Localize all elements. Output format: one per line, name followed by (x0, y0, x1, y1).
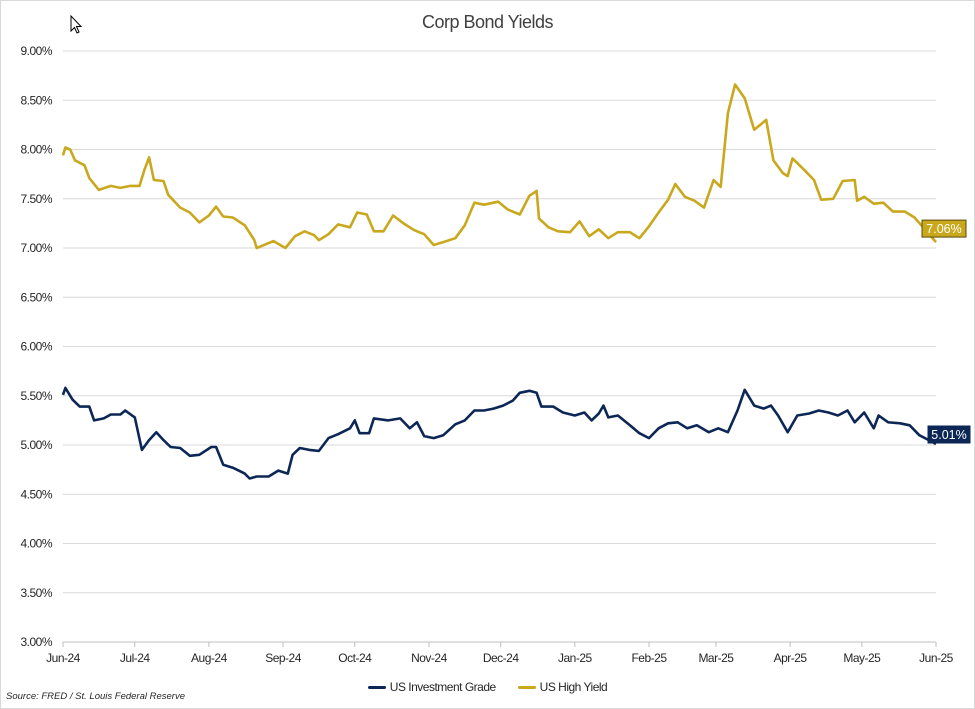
y-tick-label: 3.50% (20, 586, 52, 600)
legend-swatch (367, 685, 386, 689)
x-tick-label: Sep-24 (265, 651, 302, 665)
legend-label: US High Yield (539, 680, 608, 694)
x-tick-label: Aug-24 (191, 651, 228, 665)
x-tick-label: Jul-24 (120, 651, 151, 665)
series-line-high-yield (61, 83, 937, 250)
x-tick-label: Jan-25 (558, 651, 593, 665)
series-line-investment-grade (61, 386, 937, 480)
end-value-label-box (921, 219, 967, 238)
y-tick-label: 8.50% (20, 93, 52, 107)
y-tick-label: 3.00% (20, 635, 52, 649)
legend-swatch (517, 685, 536, 689)
x-tick-label: Apr-25 (774, 651, 808, 665)
y-tick-label: 7.00% (20, 241, 52, 255)
x-tick-label: Jun-24 (46, 651, 81, 665)
x-tick-label: Nov-24 (411, 651, 448, 665)
y-tick-label: 5.00% (20, 438, 52, 452)
x-tick-label: Jun-25 (919, 651, 954, 665)
end-value-label: 5.01% (931, 428, 966, 442)
legend-item-high-yield: US High Yield (517, 680, 608, 694)
x-tick-label: Dec-24 (483, 651, 520, 665)
y-tick-label: 6.50% (20, 290, 52, 304)
y-tick-label: 6.00% (20, 340, 52, 354)
y-tick-label: 4.00% (20, 537, 52, 551)
x-tick-label: Mar-25 (698, 651, 734, 665)
x-tick-label: May-25 (843, 651, 881, 665)
legend-label: US Investment Grade (389, 680, 496, 694)
end-value-label-box (927, 425, 971, 444)
y-tick-label: 5.50% (20, 389, 52, 403)
y-tick-label: 4.50% (20, 487, 52, 501)
source-note: Source: FRED / St. Louis Federal Reserve (6, 691, 185, 702)
mouse-cursor-icon (70, 15, 83, 34)
y-tick-label: 7.50% (20, 192, 52, 206)
end-value-label: 7.06% (926, 222, 961, 236)
x-tick-label: Feb-25 (631, 651, 667, 665)
x-tick-label: Oct-24 (338, 651, 372, 665)
chart-title: Corp Bond Yields (421, 12, 554, 32)
y-tick-label: 9.00% (20, 44, 52, 58)
y-tick-label: 8.00% (20, 143, 52, 157)
legend: US Investment Grade US High Yield (0, 680, 975, 694)
legend-item-investment-grade: US Investment Grade (367, 680, 496, 694)
